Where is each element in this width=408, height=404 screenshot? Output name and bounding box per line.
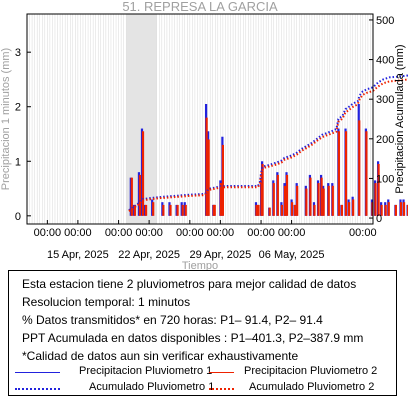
- precip-bar-p2: [394, 204, 397, 216]
- info-line-stations: Esta estacion tiene 2 pluviometros para …: [22, 277, 357, 291]
- precip-bar-p2: [162, 204, 165, 216]
- x-date-label: 15 Apr, 2025: [47, 249, 109, 261]
- info-line-quality-note: *Calidad de datos aun sin verificar exha…: [22, 349, 299, 363]
- precip-bar-p2: [144, 204, 148, 216]
- x-date-label: 22 Apr, 2025: [118, 249, 180, 261]
- precip-bar-p2: [280, 204, 284, 216]
- legend-swatch-p2: [209, 372, 234, 373]
- precip-bar-p2: [268, 207, 271, 216]
- plot-frame: [26, 13, 374, 225]
- y-right-tick-label: 500: [376, 15, 394, 27]
- precip-bar-p2: [371, 202, 374, 216]
- x-time-tick-label: 00:00: [278, 227, 306, 239]
- precip-bar-p2: [285, 174, 289, 216]
- precip-bar-p2: [374, 183, 377, 216]
- x-date-label: 29 Apr, 2025: [189, 249, 251, 261]
- precip-bar-p2: [380, 204, 383, 216]
- y-right-axis-title: Precipitacion Acumulada (mm): [394, 44, 406, 193]
- precip-bar-p2: [138, 174, 142, 216]
- precipitation-chart: 51. REPRESA LA GARCIA 0 1 2 3 0 100 200 300 400 50…: [0, 0, 408, 270]
- x-time-tick-label: 00:00: [105, 227, 133, 239]
- precip-bar-p2: [141, 131, 145, 216]
- info-line-resolution: Resolucion temporal: 1 minutos: [22, 295, 191, 309]
- precip-bar-p2: [305, 188, 308, 216]
- x-time-tick-label: 00:00: [64, 227, 92, 239]
- precip-bar-p2: [184, 204, 187, 216]
- precip-bar-p2: [340, 204, 344, 216]
- info-legend-box: Esta estacion tiene 2 pluviometros para …: [8, 270, 397, 396]
- precip-bar-p2: [219, 183, 222, 216]
- x-time-tick-label: 00:00: [247, 227, 275, 239]
- precip-bar-p2: [365, 131, 368, 216]
- precip-bar-p2: [331, 185, 334, 216]
- x-time-tick-label: 00:00: [176, 227, 204, 239]
- y-right-tick-label: 300: [376, 94, 394, 106]
- y-left-tick-label: 1: [15, 156, 21, 168]
- y-left-tick-label: 3: [15, 47, 21, 59]
- x-date-label: 06 May, 2025: [259, 249, 325, 261]
- precip-bar-p2: [352, 199, 355, 216]
- precip-bar-p2: [130, 177, 133, 216]
- precip-bar-p2: [257, 204, 260, 216]
- precip-bar-p2: [152, 202, 155, 216]
- precip-bar-p2: [347, 202, 351, 216]
- precip-bar-p2: [313, 204, 316, 216]
- x-time-tick-label-last: 00:00: [349, 227, 377, 239]
- precip-bar-p2: [399, 202, 403, 216]
- precip-bar-p2: [205, 117, 208, 216]
- legend-label-acum-p2: Acumulado Pluviometro 2: [249, 381, 375, 393]
- cumulative-line-p1: [128, 74, 408, 212]
- precip-bar-p2: [290, 202, 294, 216]
- legend-label-acum-p1: Acumulado Pluviometro 1: [89, 381, 215, 393]
- x-time-tick-label: 00:00: [135, 227, 163, 239]
- precip-bar-p2: [344, 131, 348, 216]
- precip-bar-p2: [402, 202, 406, 216]
- precip-bar-p2: [261, 164, 264, 216]
- precip-bar-p2: [221, 144, 224, 216]
- precip-bar-p2: [207, 139, 210, 216]
- precip-bar-p2: [337, 131, 341, 216]
- precip-bar-p2: [322, 188, 325, 216]
- precip-bar-p2: [213, 204, 216, 216]
- y-left-axis-title: Precipitacion 1 minutos (mm): [0, 48, 12, 190]
- cumulative-line-p2: [128, 78, 408, 212]
- precip-bar-p2: [294, 204, 297, 216]
- y-left-tick-label: 0: [15, 211, 21, 223]
- precip-bar-p2: [169, 204, 172, 216]
- x-time-tick-label: 00:00: [34, 227, 62, 239]
- legend-swatch-p1: [15, 372, 60, 373]
- legend-swatch-acum-p1: [15, 388, 60, 390]
- precip-bar-p2: [283, 185, 287, 216]
- y-right-tick-label: 400: [376, 55, 394, 67]
- precip-bar-p2: [377, 164, 380, 216]
- y-right-tick-label: 0: [376, 213, 382, 225]
- legend-label-p1: Precipitacion Pluviometro 1: [79, 365, 213, 377]
- chart-title: 51. REPRESA LA GARCIA: [122, 0, 278, 14]
- precip-bar-p2: [181, 204, 184, 216]
- precip-bar-p2: [133, 204, 136, 216]
- precip-bar-p2: [176, 204, 179, 216]
- legend-label-p2: Precipitacion Pluviometro 2: [244, 365, 378, 377]
- y-right-tick-label: 200: [376, 134, 394, 146]
- precip-bar-p2: [358, 120, 361, 216]
- precip-bar-p2: [309, 177, 312, 216]
- precip-bar-p2: [317, 183, 320, 216]
- x-time-tick-label: 00:00: [207, 227, 235, 239]
- precip-bar-p2: [384, 204, 387, 216]
- info-line-transmitted: % Datos transmitidos* en 720 horas: P1– …: [22, 313, 323, 327]
- precip-bar-p2: [327, 185, 330, 216]
- y-left-tick-label: 2: [15, 102, 21, 114]
- info-line-accumulated: PPT Acumulada en datos disponibles : P1–…: [22, 331, 364, 345]
- precip-bar-p2: [296, 185, 299, 216]
- precip-bar-p2: [387, 202, 390, 216]
- legend-swatch-acum-p2: [209, 388, 234, 390]
- precip-bar-p2: [320, 177, 323, 216]
- precip-bar-p2: [272, 183, 275, 216]
- precip-bar-p2: [276, 174, 279, 216]
- precip-bar-p2: [255, 204, 258, 216]
- x-axis-title: Tiempo: [182, 260, 218, 270]
- y-right-tick-label: 100: [376, 173, 394, 185]
